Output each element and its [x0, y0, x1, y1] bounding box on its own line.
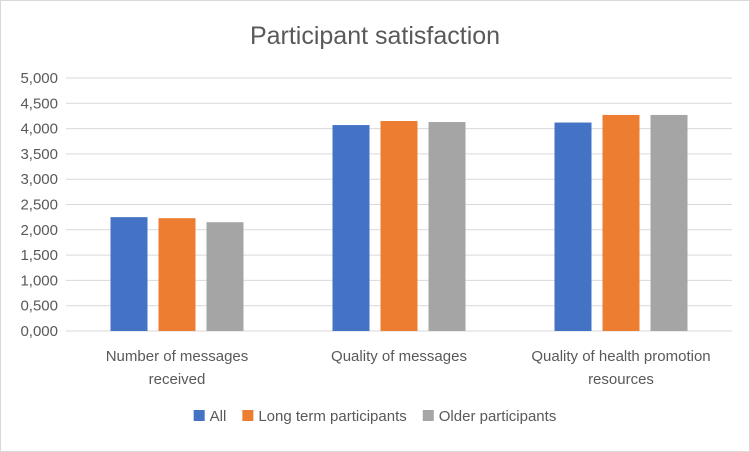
- bar-older-participants: [206, 222, 244, 331]
- y-tick-label: 4,500: [20, 95, 58, 112]
- legend-swatch: [193, 410, 205, 421]
- y-axis-ticks: 0,000 0,500 1,000 1,500 2,000 2,500 3,000 3,500…: [20, 70, 58, 340]
- y-tick-label: 1,000: [20, 272, 58, 289]
- category-label: Quality of messages: [331, 348, 467, 365]
- y-tick-label: 3,500: [20, 146, 58, 163]
- y-tick-label: 0,000: [20, 323, 58, 340]
- legend-label: All: [210, 408, 227, 425]
- y-tick-label: 2,500: [20, 197, 58, 214]
- category-label: Quality of health promotion: [531, 348, 710, 365]
- legend-label: Long term participants: [258, 408, 406, 425]
- category-label: Number of messages: [106, 348, 249, 365]
- y-tick-label: 2,000: [20, 222, 58, 239]
- y-tick-label: 4,000: [20, 121, 58, 138]
- bar-all: [554, 122, 592, 331]
- category-label: received: [149, 371, 206, 388]
- bar-long-term-participants: [380, 121, 418, 331]
- y-tick-label: 5,000: [20, 70, 58, 87]
- category-label: resources: [588, 371, 654, 388]
- chart-title: Participant satisfaction: [250, 22, 500, 50]
- bar-older-participants: [428, 122, 466, 331]
- bars: [110, 114, 688, 331]
- bar-all: [332, 125, 370, 331]
- bar-long-term-participants: [602, 114, 640, 331]
- y-tick-label: 0,500: [20, 298, 58, 315]
- legend-swatch: [422, 410, 434, 421]
- x-axis-categories: Number of messages received Quality of mes…: [106, 348, 711, 388]
- legend: All Long term participants Older participa…: [193, 408, 557, 425]
- legend-label: Older participants: [439, 408, 557, 425]
- y-tick-label: 1,500: [20, 247, 58, 264]
- bar-older-participants: [650, 114, 688, 331]
- bar-all: [110, 217, 148, 331]
- y-tick-label: 3,000: [20, 171, 58, 188]
- bar-long-term-participants: [158, 218, 196, 331]
- legend-swatch: [242, 410, 254, 421]
